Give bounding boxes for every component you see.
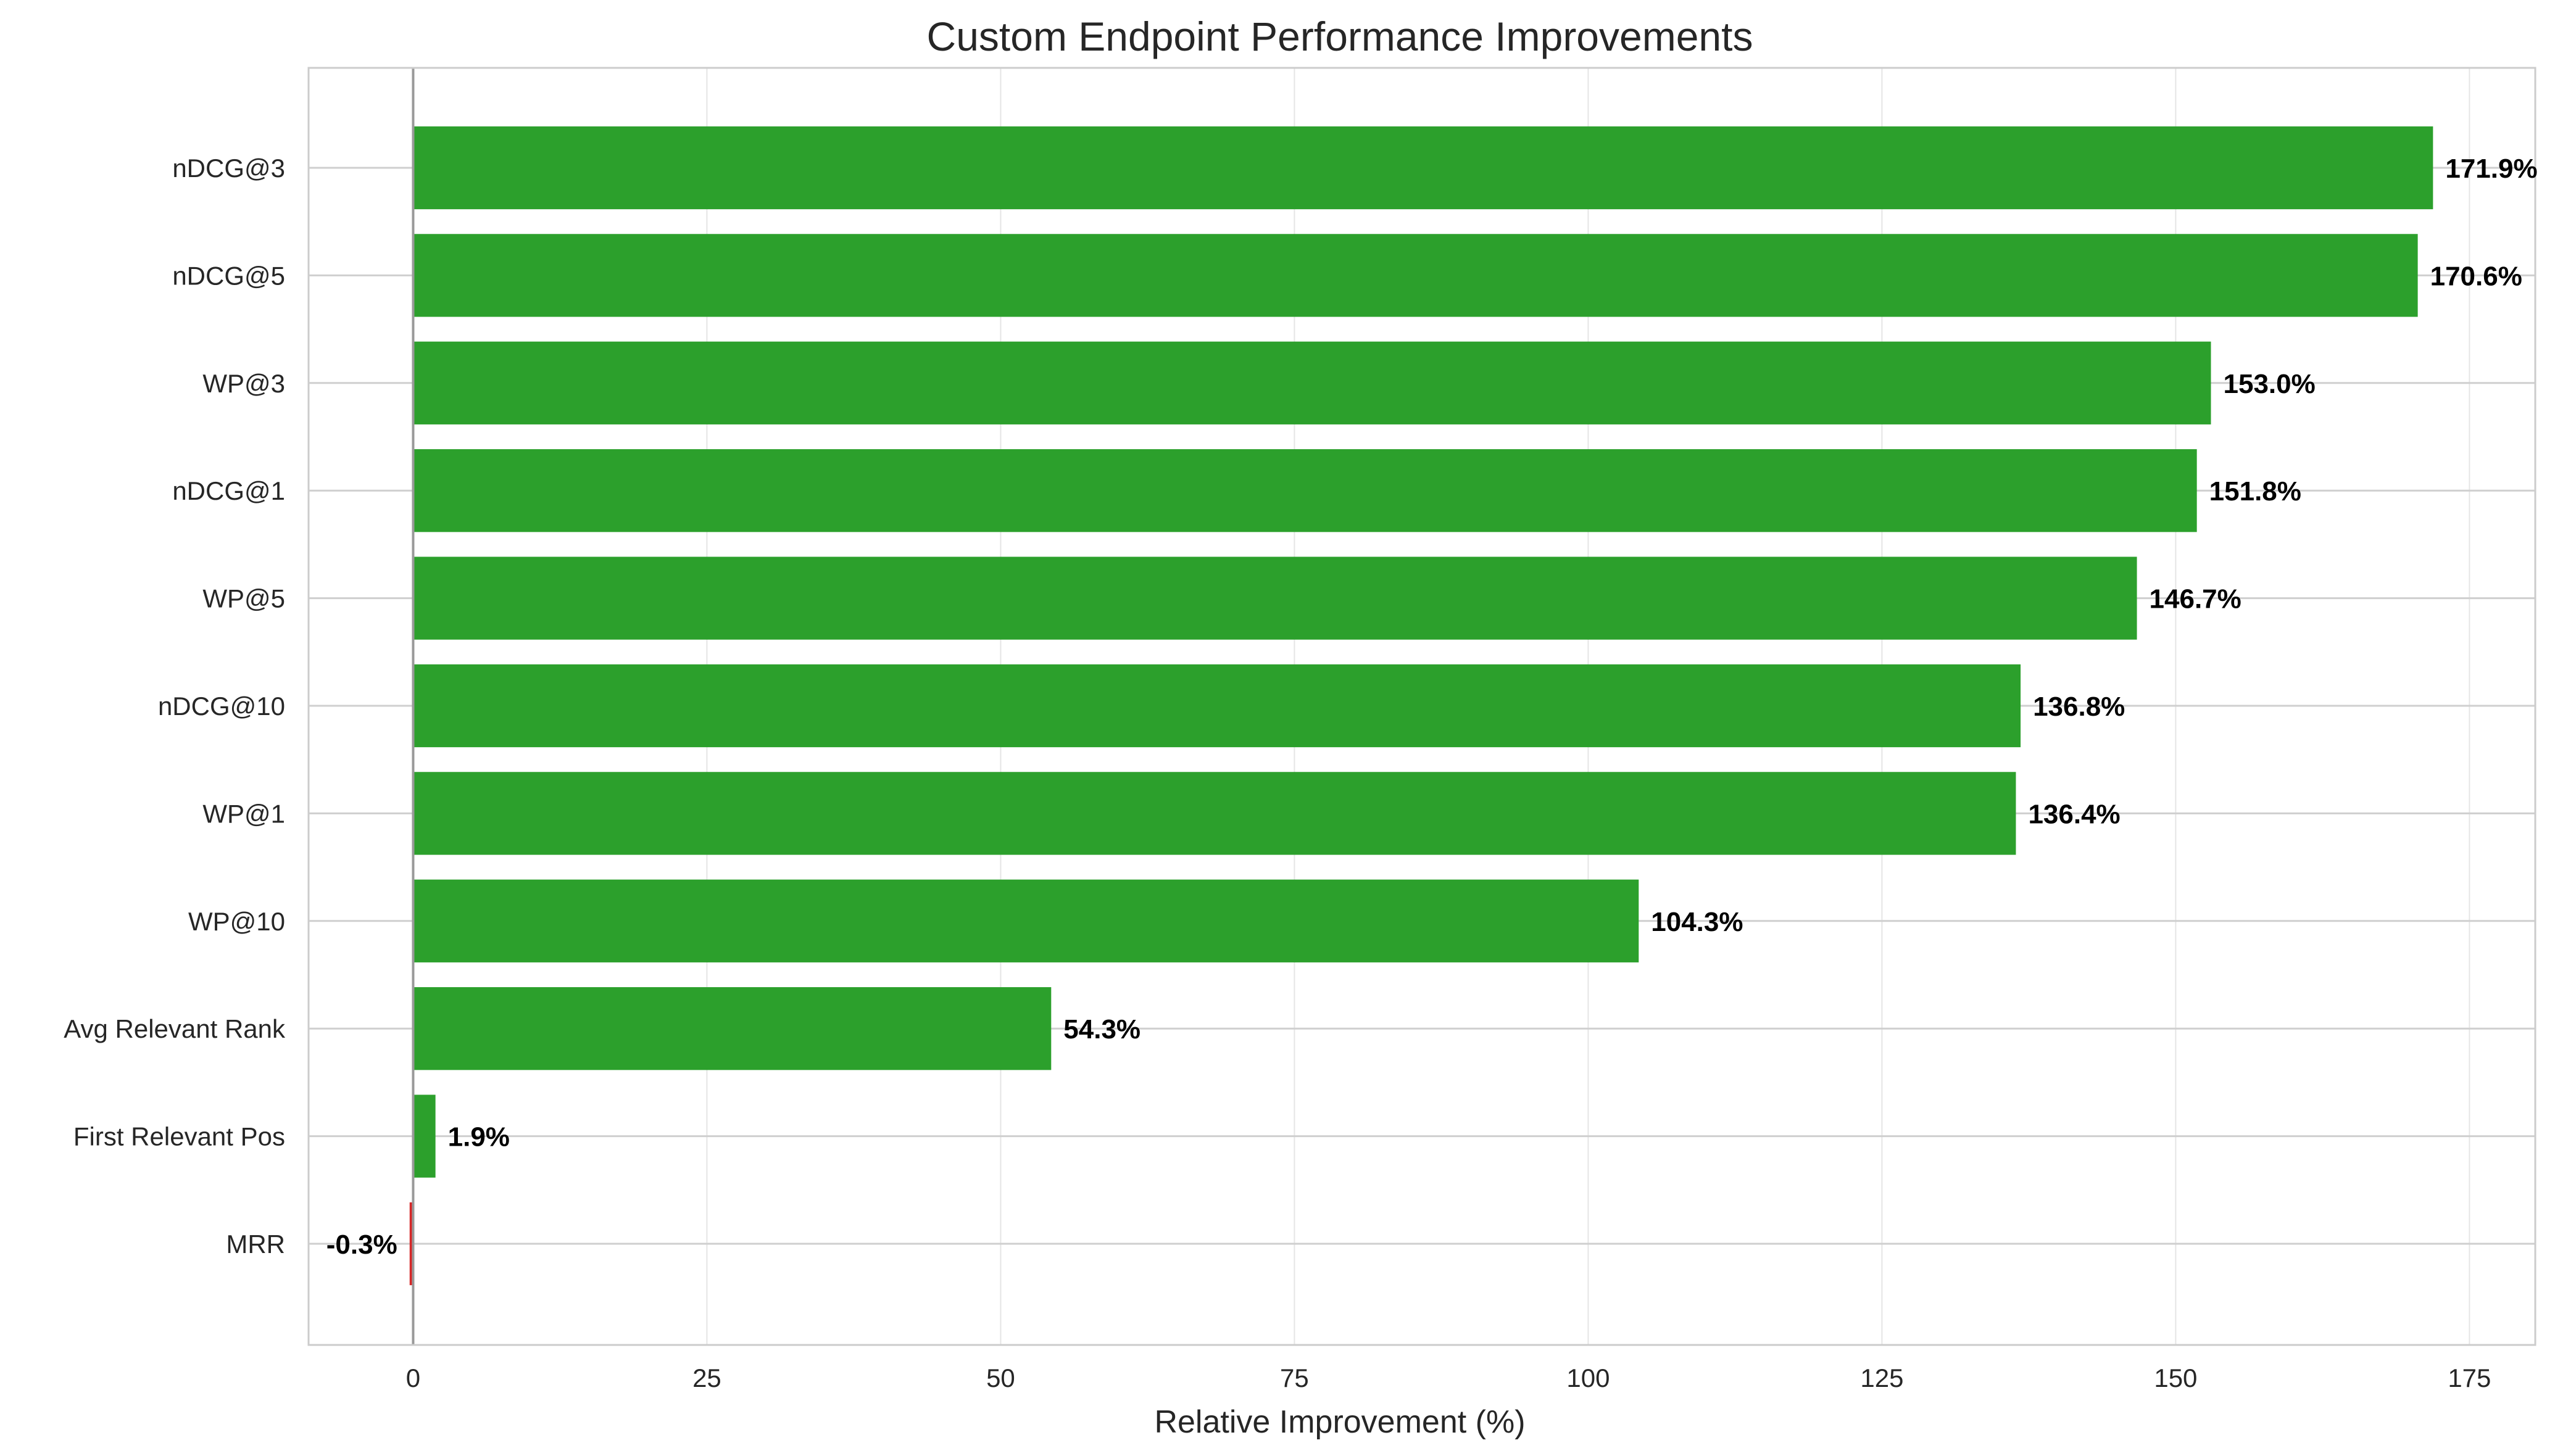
plot-frame: [307, 67, 2536, 1346]
y-tick-label: WP@1: [202, 799, 285, 828]
bar: [413, 449, 2197, 532]
x-tick-label: 25: [692, 1363, 721, 1392]
data-labels: 171.9% 170.6% 153.0% 151.8% 146.7% 136.8% 136.…: [326, 154, 2538, 1260]
data-label: 54.3%: [1063, 1014, 1140, 1044]
x-axis-tick-labels: 0 25 50 75 100 125 150 175: [406, 1363, 2491, 1392]
y-tick-label: WP@10: [188, 907, 285, 936]
bar: [413, 341, 2211, 424]
x-tick-label: 100: [1566, 1363, 1610, 1392]
x-tick-label: 75: [1280, 1363, 1309, 1392]
plot-border: [307, 67, 2536, 1346]
x-tick-label: 125: [1860, 1363, 1903, 1392]
y-tick-label: MRR: [226, 1230, 285, 1259]
y-tick-label: First Relevant Pos: [73, 1122, 285, 1151]
data-label: 146.7%: [2150, 584, 2241, 614]
bar: [413, 234, 2418, 317]
y-tick-label: nDCG@3: [172, 154, 285, 183]
x-tick-label: 175: [2448, 1363, 2491, 1392]
y-tick-label: nDCG@1: [172, 476, 285, 505]
data-label: 1.9%: [448, 1122, 510, 1152]
bar: [413, 664, 2021, 748]
data-label: 104.3%: [1651, 907, 1743, 937]
bar: [413, 987, 1052, 1070]
y-tick-label: nDCG@10: [158, 692, 285, 721]
data-label: 136.4%: [2028, 799, 2120, 829]
bar: [413, 879, 1639, 962]
y-tick-label: Avg Relevant Rank: [64, 1014, 286, 1043]
bar: [413, 126, 2433, 210]
data-label: 151.8%: [2209, 476, 2301, 507]
x-tick-label: 150: [2154, 1363, 2197, 1392]
data-label: -0.3%: [326, 1230, 397, 1260]
bar: [413, 1094, 436, 1178]
bar: [413, 556, 2137, 640]
x-tick-label: 0: [406, 1363, 420, 1392]
y-tick-label: WP@5: [202, 584, 285, 613]
x-axis-label: Relative Improvement (%): [1154, 1404, 1525, 1440]
data-label: 136.8%: [2033, 692, 2125, 722]
bars: [409, 68, 2433, 1345]
bar: [409, 1202, 413, 1286]
bar: [413, 772, 2016, 855]
y-tick-label: WP@3: [202, 369, 285, 398]
y-tick-label: nDCG@5: [172, 261, 285, 290]
data-label: 153.0%: [2224, 369, 2316, 399]
data-label: 171.9%: [2445, 154, 2537, 184]
x-tick-label: 50: [986, 1363, 1015, 1392]
chart-title: Custom Endpoint Performance Improvements: [927, 14, 1753, 59]
data-label: 170.6%: [2430, 261, 2522, 291]
y-axis-tick-labels: nDCG@3 nDCG@5 WP@3 nDCG@1 WP@5 nDCG@10 WP@1 WP@…: [64, 154, 286, 1259]
